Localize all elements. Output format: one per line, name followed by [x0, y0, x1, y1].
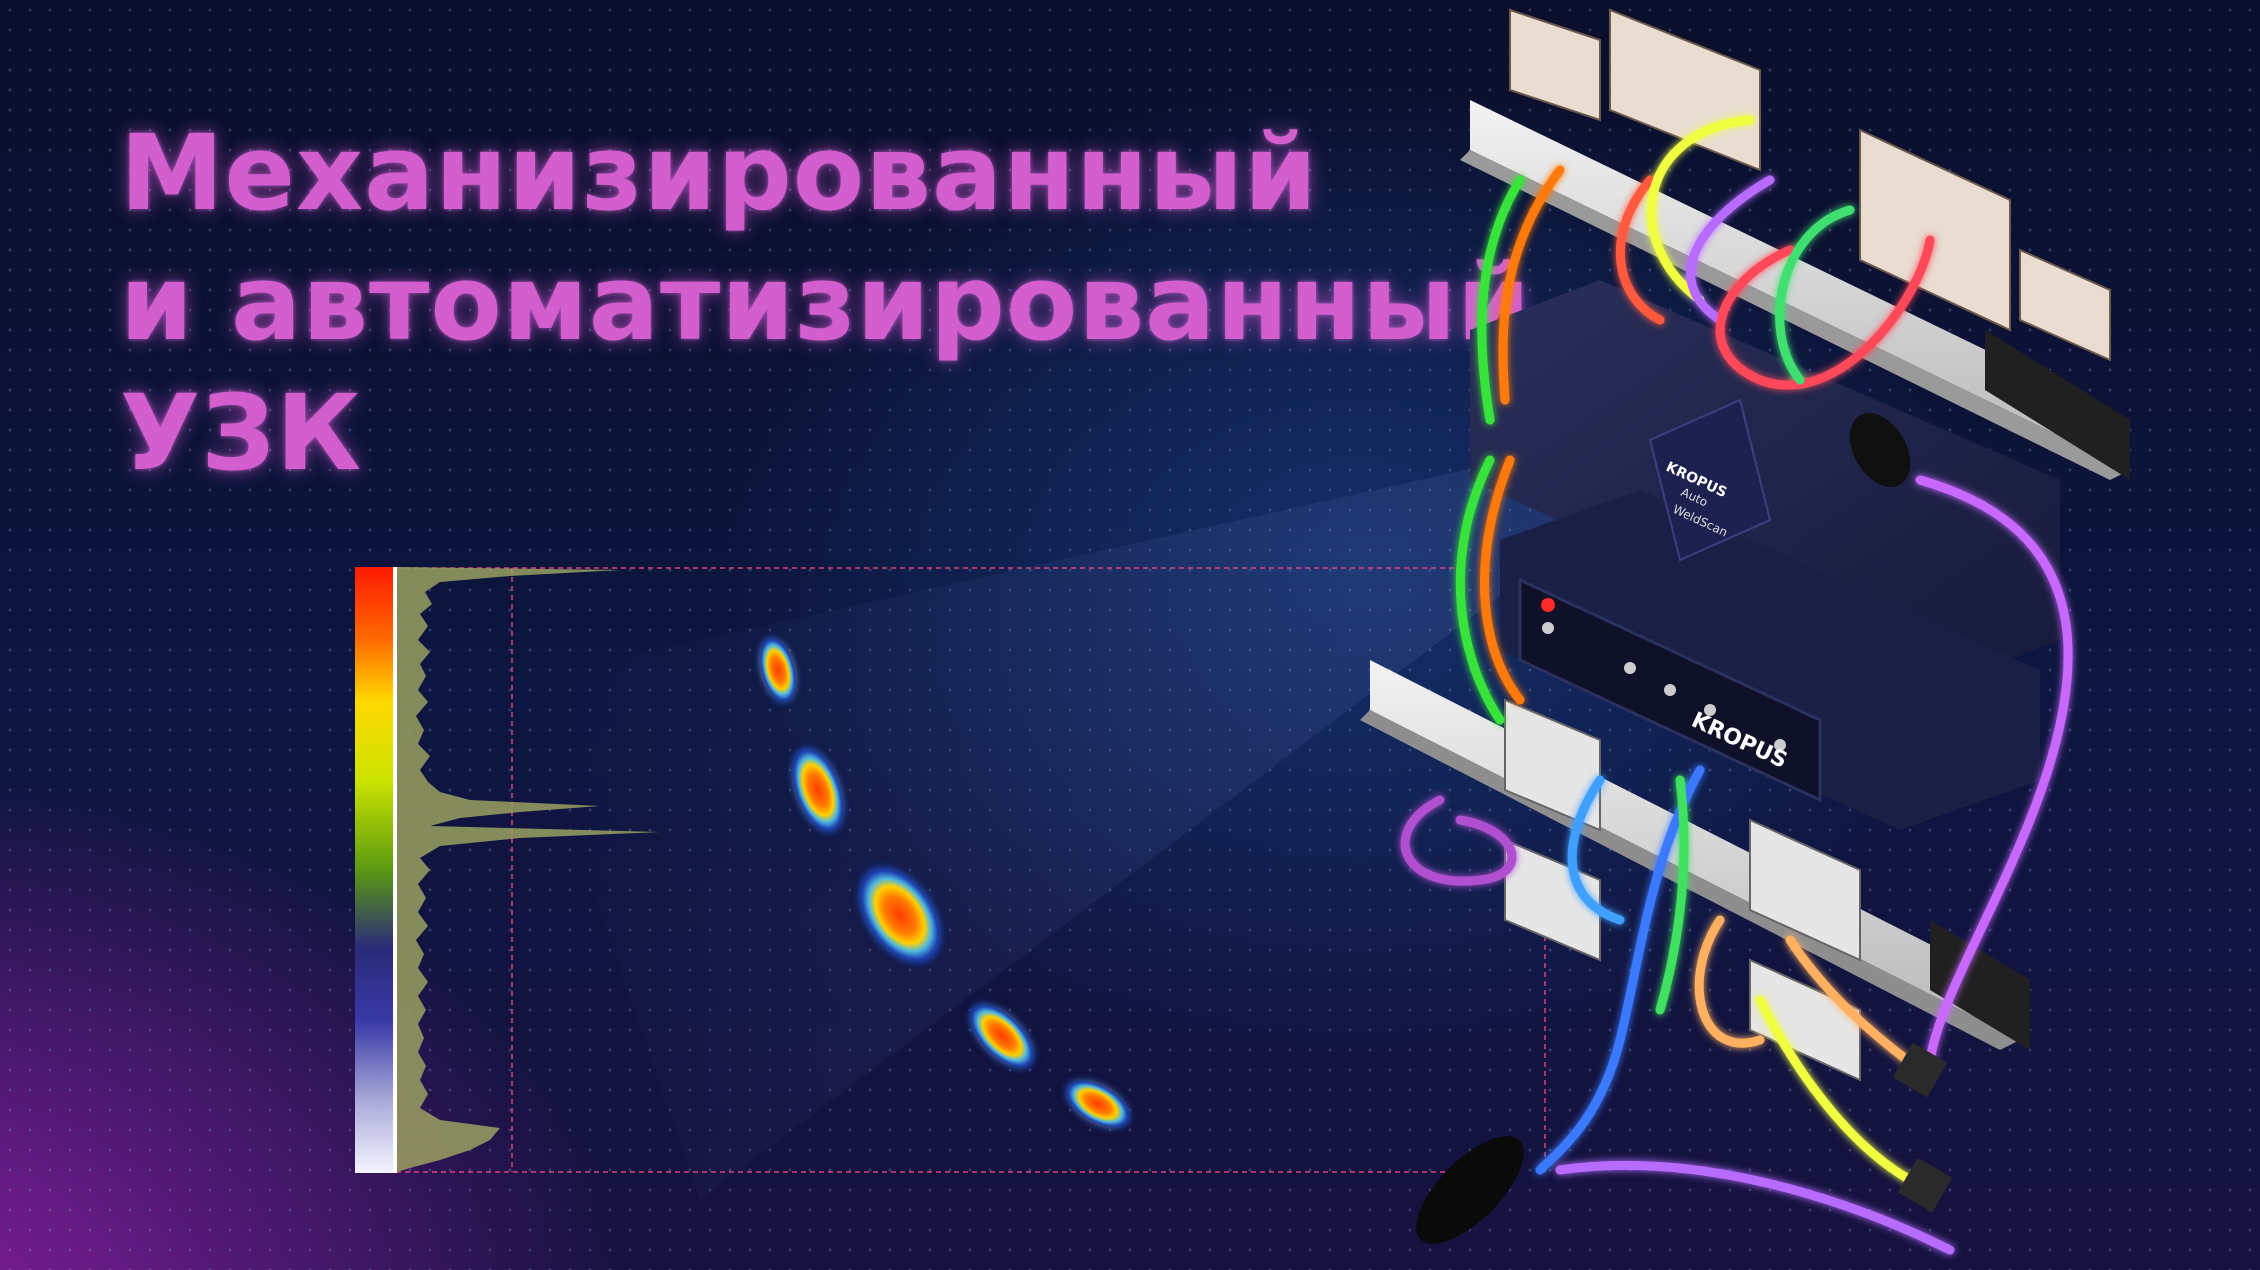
title-line-3: УЗК	[120, 372, 363, 494]
scale-divider	[393, 567, 397, 1173]
colored-cables	[1400, 115, 2073, 1255]
page-title: Механизированный и автоматизированный УЗ…	[120, 108, 1531, 498]
scan-blob	[855, 863, 945, 967]
scan-blob	[790, 744, 846, 836]
scanner-device: KROPUS KROPUS Auto WeldScan	[1360, 8, 2130, 1244]
title-line-2: и автоматизированный	[120, 242, 1531, 364]
scan-blob	[967, 1001, 1037, 1071]
t-connectors	[1892, 1042, 1953, 1213]
amplitude-histogram	[397, 567, 660, 1172]
scan-blobs	[758, 634, 1133, 1130]
color-scale-bar	[355, 567, 393, 1173]
scan-blob	[1063, 1078, 1133, 1130]
scan-frame	[360, 567, 1546, 1173]
title-line-1: Механизированный	[120, 112, 1318, 234]
scan-beam	[520, 440, 1600, 1200]
scan-blob	[758, 634, 798, 706]
